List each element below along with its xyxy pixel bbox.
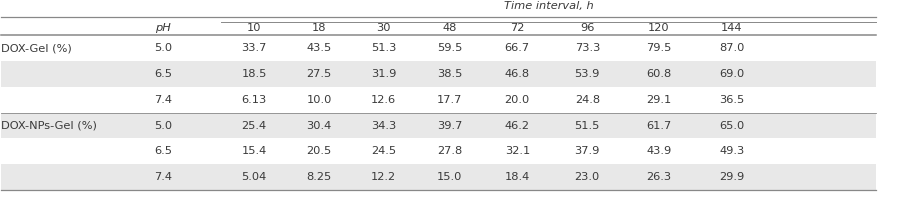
Text: 59.5: 59.5 <box>436 43 463 53</box>
Text: 46.8: 46.8 <box>505 69 530 79</box>
Text: 20.0: 20.0 <box>505 95 530 105</box>
Text: 18.4: 18.4 <box>505 172 530 182</box>
Bar <box>2 61 877 87</box>
Text: 43.9: 43.9 <box>646 146 671 156</box>
Text: DOX-NPs-Gel (%): DOX-NPs-Gel (%) <box>2 120 97 131</box>
Text: DOX-Gel (%): DOX-Gel (%) <box>2 43 72 53</box>
Text: 144: 144 <box>721 23 742 33</box>
Text: 79.5: 79.5 <box>646 43 671 53</box>
Text: 5.0: 5.0 <box>154 120 172 131</box>
Text: 17.7: 17.7 <box>436 95 463 105</box>
Text: 29.1: 29.1 <box>646 95 671 105</box>
Text: 30.4: 30.4 <box>306 120 331 131</box>
Text: 23.0: 23.0 <box>574 172 600 182</box>
Text: 7.4: 7.4 <box>154 172 172 182</box>
Bar <box>2 113 877 138</box>
Text: 6.5: 6.5 <box>154 69 172 79</box>
Text: 51.3: 51.3 <box>371 43 396 53</box>
Text: 12.2: 12.2 <box>371 172 396 182</box>
Text: 10.0: 10.0 <box>306 95 332 105</box>
Text: 46.2: 46.2 <box>505 120 530 131</box>
Text: 15.0: 15.0 <box>436 172 463 182</box>
Text: 25.4: 25.4 <box>241 120 266 131</box>
Text: 30: 30 <box>376 23 391 33</box>
Text: 60.8: 60.8 <box>646 69 671 79</box>
Text: 24.5: 24.5 <box>371 146 396 156</box>
Text: 12.6: 12.6 <box>371 95 396 105</box>
Text: 38.5: 38.5 <box>436 69 463 79</box>
Text: 96: 96 <box>580 23 595 33</box>
Text: 39.7: 39.7 <box>436 120 463 131</box>
Text: 18: 18 <box>311 23 327 33</box>
Text: 20.5: 20.5 <box>306 146 331 156</box>
Text: 72: 72 <box>510 23 525 33</box>
Text: 61.7: 61.7 <box>646 120 671 131</box>
Text: 66.7: 66.7 <box>505 43 530 53</box>
Text: 29.9: 29.9 <box>719 172 744 182</box>
Text: 5.0: 5.0 <box>154 43 172 53</box>
Text: 31.9: 31.9 <box>371 69 396 79</box>
Text: 53.9: 53.9 <box>574 69 600 79</box>
Text: 8.25: 8.25 <box>306 172 331 182</box>
Text: pH: pH <box>155 23 171 33</box>
Text: 26.3: 26.3 <box>646 172 671 182</box>
Text: 33.7: 33.7 <box>241 43 266 53</box>
Text: 5.04: 5.04 <box>241 172 266 182</box>
Text: 10: 10 <box>247 23 261 33</box>
Text: 6.13: 6.13 <box>241 95 266 105</box>
Bar <box>2 164 877 190</box>
Text: 43.5: 43.5 <box>306 43 331 53</box>
Text: 15.4: 15.4 <box>241 146 266 156</box>
Text: 32.1: 32.1 <box>505 146 530 156</box>
Text: 24.8: 24.8 <box>575 95 599 105</box>
Text: 6.5: 6.5 <box>154 146 172 156</box>
Text: 48: 48 <box>443 23 456 33</box>
Text: 87.0: 87.0 <box>719 43 744 53</box>
Text: 7.4: 7.4 <box>154 95 172 105</box>
Text: 69.0: 69.0 <box>719 69 744 79</box>
Text: 51.5: 51.5 <box>574 120 600 131</box>
Text: 49.3: 49.3 <box>719 146 744 156</box>
Text: 37.9: 37.9 <box>574 146 600 156</box>
Text: 27.5: 27.5 <box>306 69 331 79</box>
Text: 34.3: 34.3 <box>371 120 396 131</box>
Text: 73.3: 73.3 <box>574 43 600 53</box>
Text: Time interval, h: Time interval, h <box>504 1 594 11</box>
Text: 36.5: 36.5 <box>719 95 744 105</box>
Text: 18.5: 18.5 <box>241 69 266 79</box>
Text: 120: 120 <box>648 23 670 33</box>
Text: 65.0: 65.0 <box>719 120 744 131</box>
Text: 27.8: 27.8 <box>436 146 463 156</box>
